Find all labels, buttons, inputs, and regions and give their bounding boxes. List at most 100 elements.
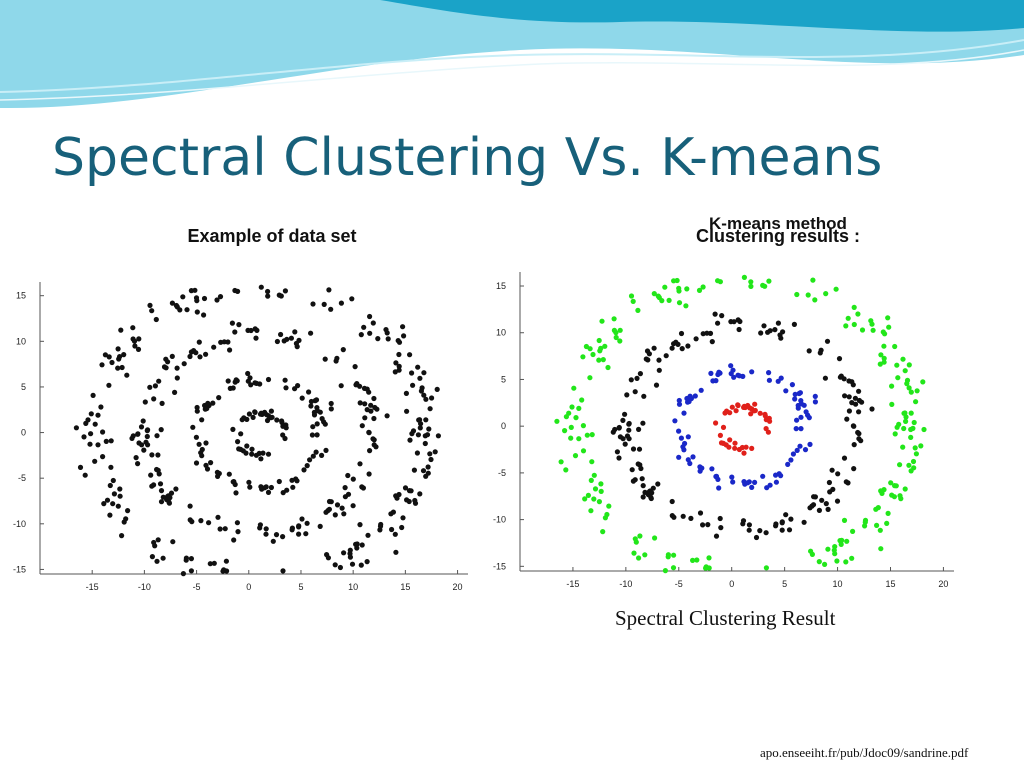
data-point-ring-2: [283, 385, 289, 391]
data-point-ring-3: [270, 538, 276, 544]
data-point-ring-4: [183, 555, 189, 561]
data-point-ring-2: [692, 393, 698, 399]
data-point-ring-1: [732, 445, 738, 451]
data-point-ring-4: [188, 556, 194, 562]
data-point-ring-3: [157, 481, 164, 487]
data-point-ring-2: [742, 481, 748, 487]
data-point-ring-2: [308, 398, 314, 405]
data-point-ring-3: [154, 433, 160, 439]
data-point-ring-3: [825, 506, 831, 512]
data-point-ring-4: [662, 568, 668, 574]
data-point-ring-2: [783, 388, 789, 394]
data-point-ring-2: [208, 460, 214, 466]
data-point-ring-4: [423, 417, 429, 423]
data-point-ring-4: [370, 320, 376, 326]
y-tick-label: 15: [16, 291, 26, 301]
data-point-ring-4: [611, 316, 617, 322]
data-point-ring-4: [903, 418, 909, 424]
data-point-ring-4: [214, 297, 220, 303]
data-point-ring-4: [73, 425, 79, 431]
data-point-ring-2: [194, 404, 200, 411]
data-point-ring-3: [617, 434, 623, 440]
data-point-ring-4: [402, 485, 409, 491]
data-point-ring-4: [652, 535, 658, 541]
data-point-ring-3: [811, 494, 817, 500]
data-point-ring-1: [762, 411, 768, 417]
data-point-ring-4: [409, 431, 415, 437]
data-point-ring-1: [274, 417, 280, 423]
data-point-ring-3: [669, 498, 675, 505]
data-point-ring-4: [258, 284, 264, 290]
data-point-ring-3: [801, 519, 807, 525]
data-point-ring-4: [410, 382, 416, 388]
data-point-ring-3: [650, 485, 656, 491]
data-point-ring-3: [624, 392, 630, 398]
data-point-ring-4: [843, 323, 849, 329]
data-point-ring-4: [406, 498, 412, 505]
data-point-ring-4: [563, 467, 569, 473]
x-tick-label: 20: [938, 579, 948, 589]
y-tick-label: 5: [501, 374, 506, 384]
data-point-ring-3: [135, 431, 141, 437]
data-point-ring-2: [253, 380, 260, 386]
data-point-ring-3: [145, 442, 151, 448]
data-point-ring-2: [710, 378, 716, 384]
data-point-ring-3: [791, 321, 797, 327]
data-point-ring-3: [640, 483, 646, 489]
data-point-ring-4: [418, 421, 424, 427]
data-point-ring-4: [676, 300, 683, 306]
data-point-ring-2: [716, 485, 722, 491]
data-point-ring-2: [697, 468, 703, 474]
data-point-ring-4: [823, 291, 829, 297]
data-point-ring-3: [715, 320, 721, 326]
data-point-ring-4: [849, 555, 855, 561]
data-point-ring-4: [125, 508, 131, 514]
data-point-ring-3: [671, 514, 677, 520]
data-point-ring-4: [902, 368, 908, 374]
data-point-ring-4: [123, 516, 129, 522]
data-point-ring-4: [188, 568, 194, 574]
data-point-ring-2: [773, 479, 779, 485]
data-point-ring-4: [180, 571, 186, 577]
data-point-ring-4: [95, 442, 101, 448]
data-point-ring-4: [354, 541, 360, 547]
data-point-ring-3: [254, 327, 260, 333]
data-point-ring-1: [250, 414, 256, 420]
data-point-ring-3: [746, 522, 752, 528]
data-point-ring-4: [598, 481, 604, 487]
data-point-ring-4: [100, 454, 106, 460]
data-point-ring-3: [645, 357, 651, 363]
data-point-ring-4: [404, 408, 410, 414]
data-point-ring-3: [704, 330, 710, 336]
data-point-ring-1: [733, 408, 739, 414]
data-point-ring-3: [372, 404, 378, 411]
data-point-ring-4: [147, 302, 153, 308]
data-point-ring-3: [816, 507, 822, 513]
data-point-ring-3: [829, 467, 835, 473]
data-point-ring-2: [205, 400, 211, 406]
data-point-ring-2: [319, 452, 325, 458]
data-point-ring-3: [373, 444, 379, 450]
data-point-ring-3: [152, 383, 158, 389]
data-point-ring-4: [862, 519, 868, 525]
figure-caption: Spectral Clustering Result: [615, 606, 836, 630]
data-point-ring-3: [622, 411, 628, 417]
data-point-ring-1: [749, 406, 755, 412]
data-point-ring-4: [392, 369, 398, 375]
data-point-ring-4: [918, 443, 924, 449]
data-point-ring-4: [99, 362, 105, 368]
data-point-ring-1: [720, 440, 726, 446]
data-point-ring-3: [850, 382, 856, 388]
data-point-ring-4: [897, 462, 903, 468]
data-point-ring-3: [656, 357, 662, 363]
data-point-ring-3: [325, 508, 331, 514]
data-point-ring-3: [174, 365, 180, 371]
x-tick-label: 5: [782, 579, 787, 589]
data-point-ring-2: [216, 395, 222, 401]
data-point-ring-3: [640, 420, 646, 426]
data-point-ring-3: [772, 327, 778, 333]
data-point-ring-4: [596, 499, 602, 505]
data-point-ring-4: [435, 433, 441, 439]
data-point-ring-1: [739, 444, 745, 451]
data-point-ring-4: [130, 325, 136, 331]
